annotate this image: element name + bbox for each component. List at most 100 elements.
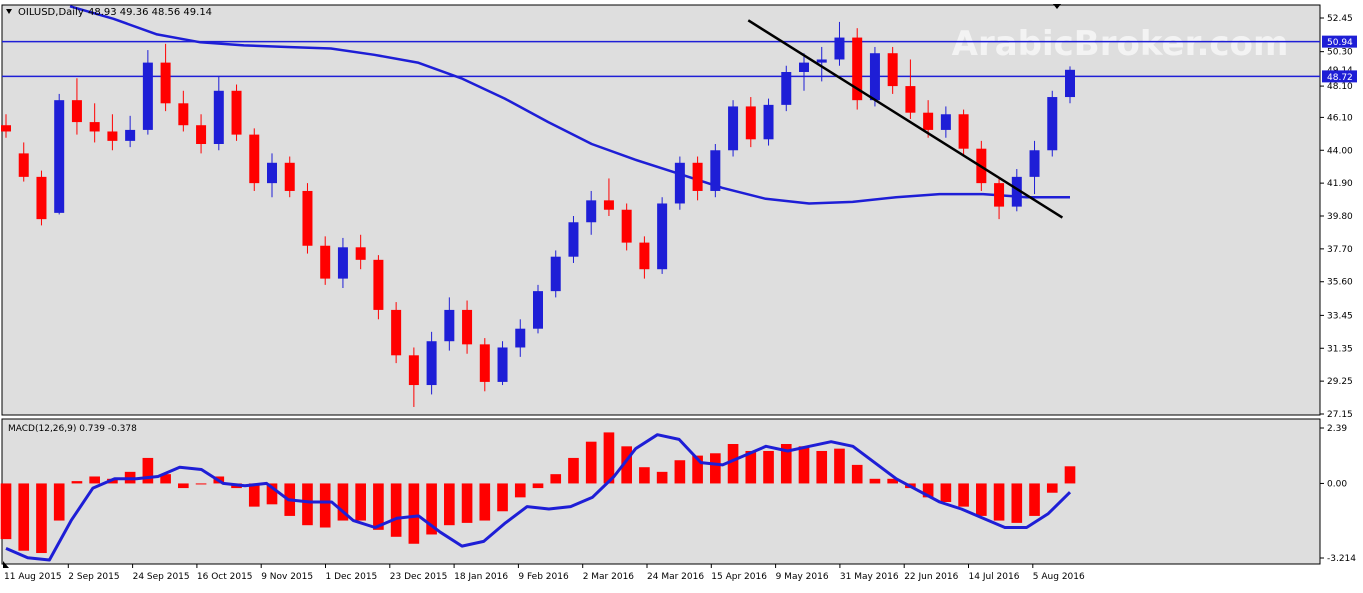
macd-histogram-bar [390,483,402,537]
candle [1,114,11,138]
macd-panel[interactable] [1,418,1321,565]
macd-histogram-bar [993,483,1005,521]
time-tick-label: 1 Dec 2015 [326,572,378,582]
candle-body [852,37,863,101]
horizontal-levels[interactable] [2,40,1320,78]
macd-histogram-bar [621,446,632,484]
candle-body [497,347,508,382]
candle [603,178,614,216]
chart-shift-marker-icon[interactable] [1053,4,1061,9]
candle-body [107,131,118,141]
candle-body [621,209,632,243]
macd-label: MACD(12,26,9) 0.739 -0.378 [8,424,137,434]
candle [160,43,171,112]
chart-menu-triangle-icon[interactable] [6,9,12,14]
price-tick-label: 41.90 [1327,179,1353,189]
macd-histogram-bar [178,483,189,489]
candle-body [586,200,597,223]
candle [905,59,916,119]
candle-body [462,309,473,345]
macd-histogram-bar [71,481,83,484]
candle-body [373,259,384,310]
price-tick-label: 29.25 [1327,377,1353,387]
candle [834,21,845,66]
price-tick-label: 46.10 [1327,113,1353,123]
candle-body [408,355,419,386]
level-price-tag-text: 50.94 [1327,38,1353,48]
macd-histogram-bar [692,455,703,484]
resistance-trendline[interactable] [747,19,1064,219]
candle-body [781,72,792,105]
candle-body [940,114,951,130]
candle [426,331,437,395]
macd-tick-label: -3.214 [1327,554,1356,564]
time-tick-label: 18 Jan 2016 [454,572,508,582]
candle-body [337,247,348,279]
time-tick-label: 24 Mar 2016 [647,572,704,582]
time-tick-label: 2 Mar 2016 [583,572,635,582]
candle-body [71,100,82,123]
candle [692,156,703,201]
candle-body [799,62,809,72]
panel-anchor-icon [3,561,9,568]
macd-histogram-bar [1029,483,1040,516]
trendline-layer[interactable] [747,19,1064,219]
candle [267,153,277,198]
candle-body [444,309,455,342]
candle [1047,90,1058,157]
candle [869,46,880,107]
macd-histogram-bar [922,483,934,498]
candle-body [54,100,65,213]
candle [497,341,508,386]
macd-histogram-bar [195,483,207,485]
candle-body [923,112,934,130]
macd-histogram-bar [834,448,845,484]
watermark: ArabicBroker.com [952,24,1289,64]
candle [940,106,951,138]
level-price-tag-text: 48.72 [1327,73,1353,83]
time-tick-label: 16 Oct 2015 [197,572,253,582]
candle-body [515,328,526,348]
macd-histogram-bar [639,467,650,484]
candle-body [887,53,898,87]
candle [799,53,809,91]
candle-body [869,53,880,101]
candle-body [905,86,916,113]
candle-body [160,62,171,104]
candle-body [692,162,703,191]
macd-histogram-bar [373,483,384,530]
candle-body [603,200,614,210]
macd-histogram-bar [1064,466,1076,484]
macd-histogram-bar [550,474,562,484]
candle [994,178,1005,220]
candle-body [568,222,579,257]
macd-histogram-bar [1046,483,1058,493]
time-tick-label: 9 Feb 2016 [518,572,569,582]
price-tick-label: 37.70 [1327,245,1353,255]
candles-layer [1,21,1075,407]
candle [515,319,526,357]
candle [728,100,739,157]
candle [674,156,685,210]
candle [550,250,561,298]
candle-body [710,150,721,191]
macd-histogram-bar [248,483,260,507]
candle [355,234,366,270]
candle [231,84,242,141]
candle-body [142,62,153,130]
time-tick-label: 11 Aug 2015 [4,572,62,582]
macd-signal-line [5,433,1072,562]
macd-histogram-bar [940,483,952,503]
candle [18,142,29,182]
candle [373,255,384,320]
macd-histogram-bar [745,450,757,484]
candle [142,50,153,135]
candle-body [36,176,47,220]
macd-histogram-bar [355,483,366,521]
macd-histogram-bar [780,444,792,484]
macd-histogram-bar [798,446,810,484]
macd-histogram-bar [514,483,526,498]
macd-tick-label: 0.00 [1327,479,1347,489]
